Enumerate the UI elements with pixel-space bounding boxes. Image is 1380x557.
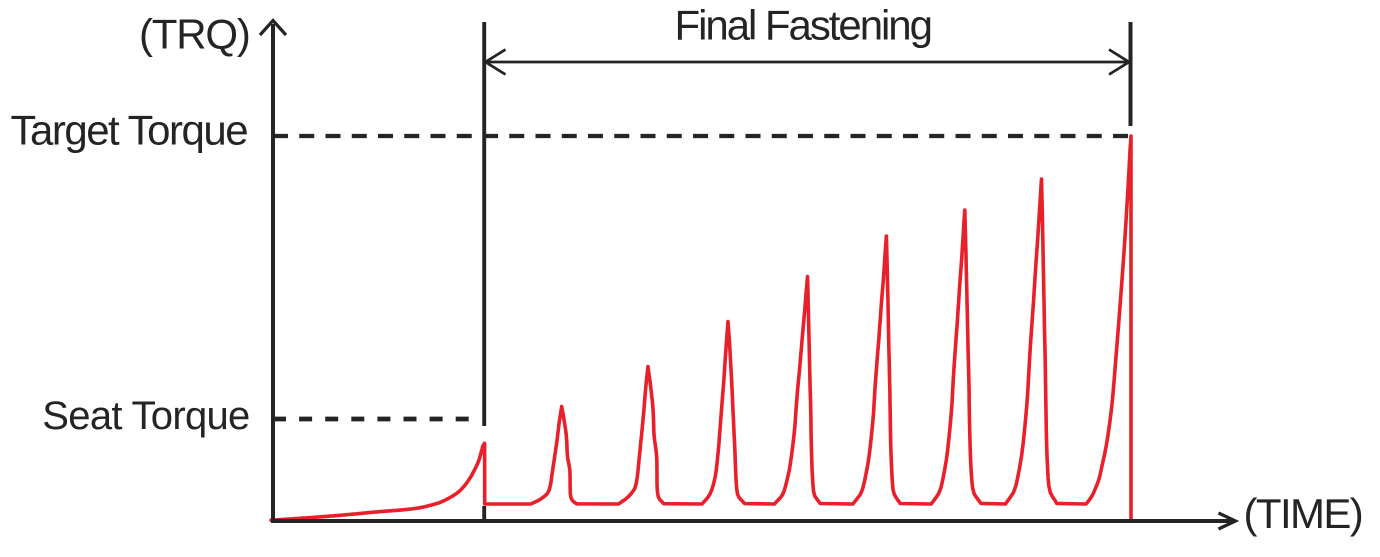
svg-text:Target Torque: Target Torque [11, 107, 248, 154]
svg-text:Final Fastening: Final Fastening [675, 2, 931, 49]
svg-text:(TRQ): (TRQ) [139, 11, 250, 58]
svg-text:(TIME): (TIME) [1244, 490, 1363, 537]
svg-text:Seat Torque: Seat Torque [42, 394, 249, 438]
